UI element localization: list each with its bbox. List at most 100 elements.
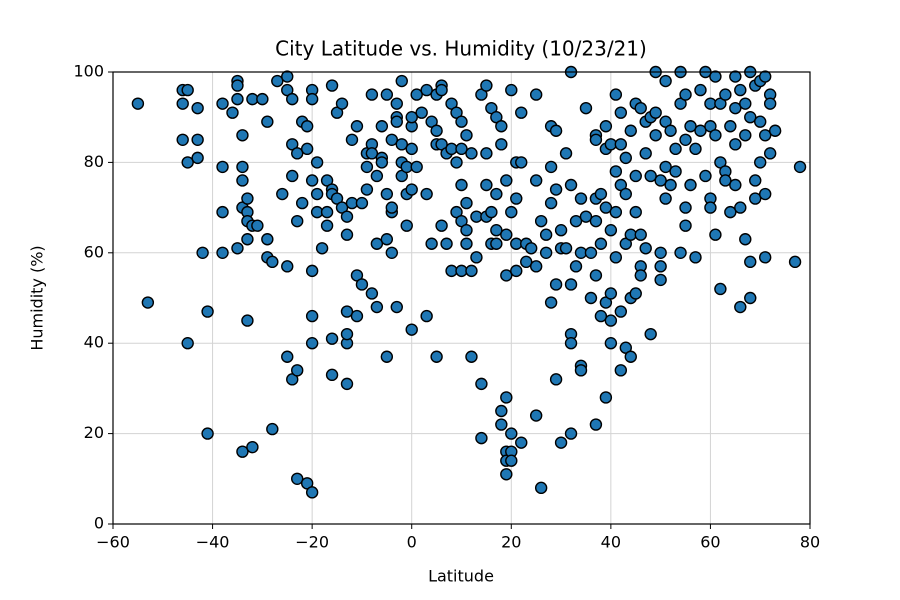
data-point	[579, 210, 593, 223]
data-point	[559, 147, 573, 160]
data-point	[490, 187, 503, 201]
data-point	[385, 133, 398, 147]
data-point	[654, 246, 667, 260]
data-point	[714, 282, 727, 296]
data-point	[669, 142, 682, 156]
data-point	[320, 219, 334, 232]
data-point	[664, 178, 677, 192]
y-tick-label: 80	[84, 152, 104, 171]
data-point	[405, 183, 418, 196]
data-point	[241, 192, 254, 205]
data-point	[291, 147, 304, 160]
data-point	[231, 79, 244, 92]
data-point	[181, 337, 194, 350]
data-point	[340, 305, 354, 318]
data-point	[231, 242, 244, 255]
data-point	[261, 233, 274, 246]
data-point	[664, 124, 677, 137]
data-point	[574, 364, 588, 377]
y-tick-label: 20	[84, 423, 104, 442]
data-point	[435, 219, 448, 232]
data-point	[490, 237, 503, 250]
data-point	[495, 404, 508, 418]
data-point	[554, 436, 568, 449]
data-point	[470, 251, 483, 264]
data-point	[604, 337, 618, 350]
data-point	[609, 165, 623, 178]
data-point	[649, 129, 662, 142]
data-point	[420, 309, 433, 323]
data-point	[241, 314, 254, 327]
data-point	[679, 88, 692, 101]
data-point	[724, 205, 737, 219]
data-point	[340, 377, 354, 391]
data-point	[440, 237, 453, 250]
data-point	[335, 97, 349, 110]
data-point	[644, 169, 657, 183]
data-point	[609, 205, 623, 219]
data-point	[465, 350, 478, 363]
data-point	[325, 332, 339, 345]
data-point	[216, 97, 229, 110]
data-point	[475, 431, 488, 445]
data-point	[465, 147, 478, 160]
data-point	[295, 196, 309, 210]
y-tick-label: 0	[94, 514, 104, 533]
data-point	[231, 92, 244, 106]
data-point	[649, 106, 662, 119]
data-point	[460, 223, 473, 237]
data-point	[534, 481, 548, 495]
data-point	[754, 115, 767, 128]
data-point	[634, 269, 647, 282]
data-point	[758, 187, 772, 201]
data-point	[549, 183, 563, 196]
data-point	[763, 147, 777, 160]
data-point	[589, 133, 603, 147]
data-point	[510, 264, 523, 278]
data-point	[604, 287, 618, 300]
data-point	[325, 368, 339, 382]
data-point	[529, 174, 543, 187]
data-point	[415, 106, 428, 119]
data-point	[654, 260, 667, 273]
data-point	[500, 269, 513, 282]
data-point	[684, 120, 697, 133]
data-point	[689, 142, 702, 156]
data-point	[768, 124, 782, 137]
data-point	[500, 391, 513, 404]
data-point	[739, 129, 752, 142]
data-point	[385, 246, 398, 260]
data-point	[529, 260, 543, 273]
data-point	[325, 79, 339, 92]
data-point	[684, 178, 697, 192]
x-tick-label: 80	[800, 533, 820, 552]
data-point	[699, 169, 712, 183]
data-point	[236, 160, 249, 174]
data-point	[500, 174, 513, 187]
data-point	[754, 156, 767, 169]
data-point	[709, 129, 722, 142]
data-point	[679, 133, 692, 147]
data-point	[589, 214, 603, 228]
data-point	[495, 138, 508, 151]
data-point	[276, 187, 289, 201]
data-point	[634, 101, 647, 115]
data-point	[669, 165, 682, 178]
data-point	[380, 350, 394, 363]
x-tick-label: 60	[700, 533, 720, 552]
data-point	[719, 174, 732, 187]
data-point	[564, 337, 578, 350]
data-point	[480, 79, 493, 92]
data-point	[241, 233, 254, 246]
data-point	[305, 264, 319, 278]
data-point	[659, 74, 672, 88]
data-point	[430, 350, 443, 363]
data-point	[654, 174, 667, 187]
data-point	[564, 427, 578, 440]
data-point	[286, 169, 299, 183]
data-point	[286, 92, 299, 106]
data-point	[291, 364, 304, 377]
data-point	[549, 278, 563, 291]
data-point	[271, 74, 284, 88]
data-point	[460, 129, 473, 142]
